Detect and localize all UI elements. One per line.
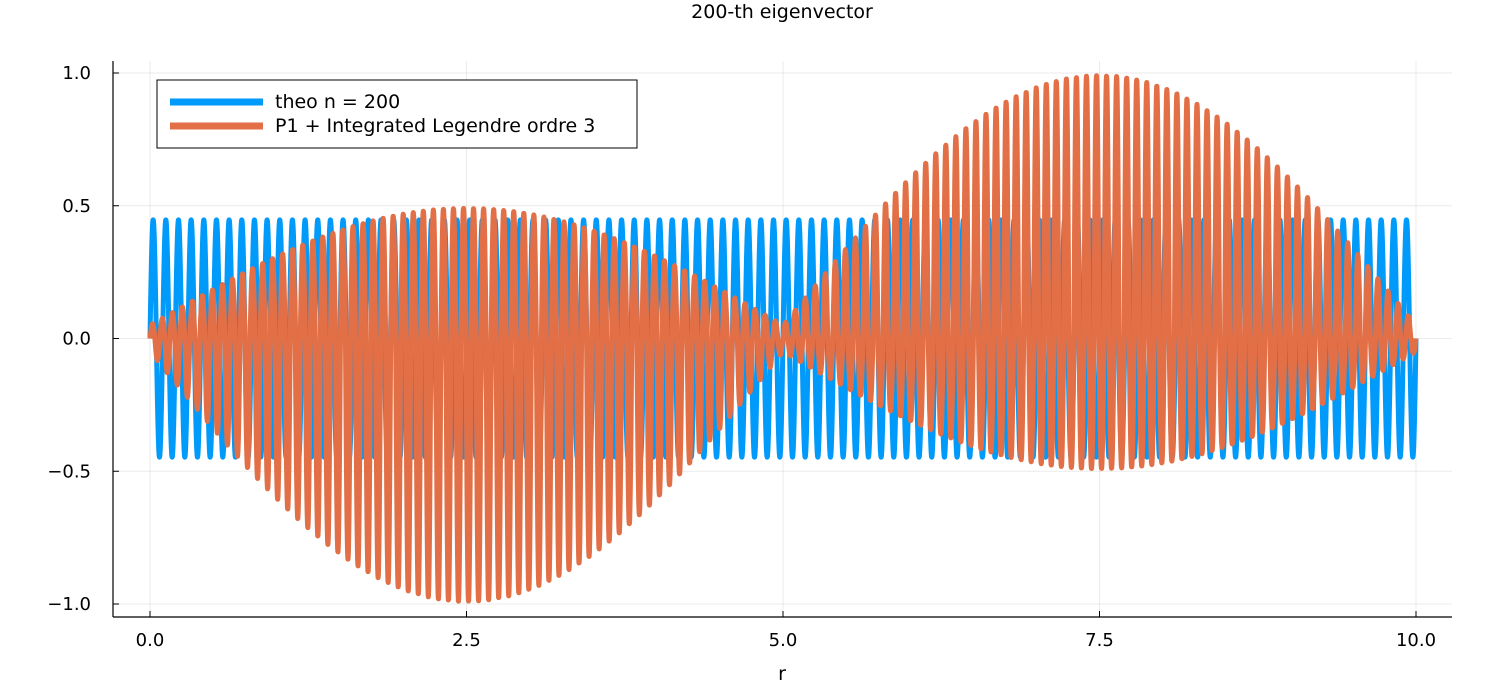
x-axis-label: r: [778, 663, 786, 685]
y-tick-label: 0.0: [62, 329, 91, 350]
legend-label-theo: theo n = 200: [275, 91, 400, 113]
y-tick-label: 1.0: [62, 63, 91, 84]
x-ticks: 0.0 2.5 5.0 7.5 10.0: [136, 611, 1436, 651]
x-tick-label: 2.5: [452, 630, 481, 651]
x-tick-label: 10.0: [1396, 630, 1436, 651]
chart-title: 200-th eigenvector: [691, 1, 873, 23]
legend-box: [156, 79, 638, 149]
y-tick-label: −0.5: [47, 461, 91, 482]
y-ticks: −1.0 −0.5 0.0 0.5 1.0: [47, 63, 119, 615]
x-tick-label: 5.0: [769, 630, 798, 651]
legend: theo n = 200 P1 + Integrated Legendre or…: [156, 79, 638, 149]
y-tick-label: −1.0: [47, 594, 91, 615]
series-line-p1: [147, 73, 1419, 604]
x-tick-label: 0.0: [136, 630, 165, 651]
plot-area: [147, 73, 1419, 604]
x-tick-label: 7.5: [1085, 630, 1114, 651]
y-tick-label: 0.5: [62, 196, 91, 217]
legend-label-p1: P1 + Integrated Legendre ordre 3: [275, 115, 595, 137]
